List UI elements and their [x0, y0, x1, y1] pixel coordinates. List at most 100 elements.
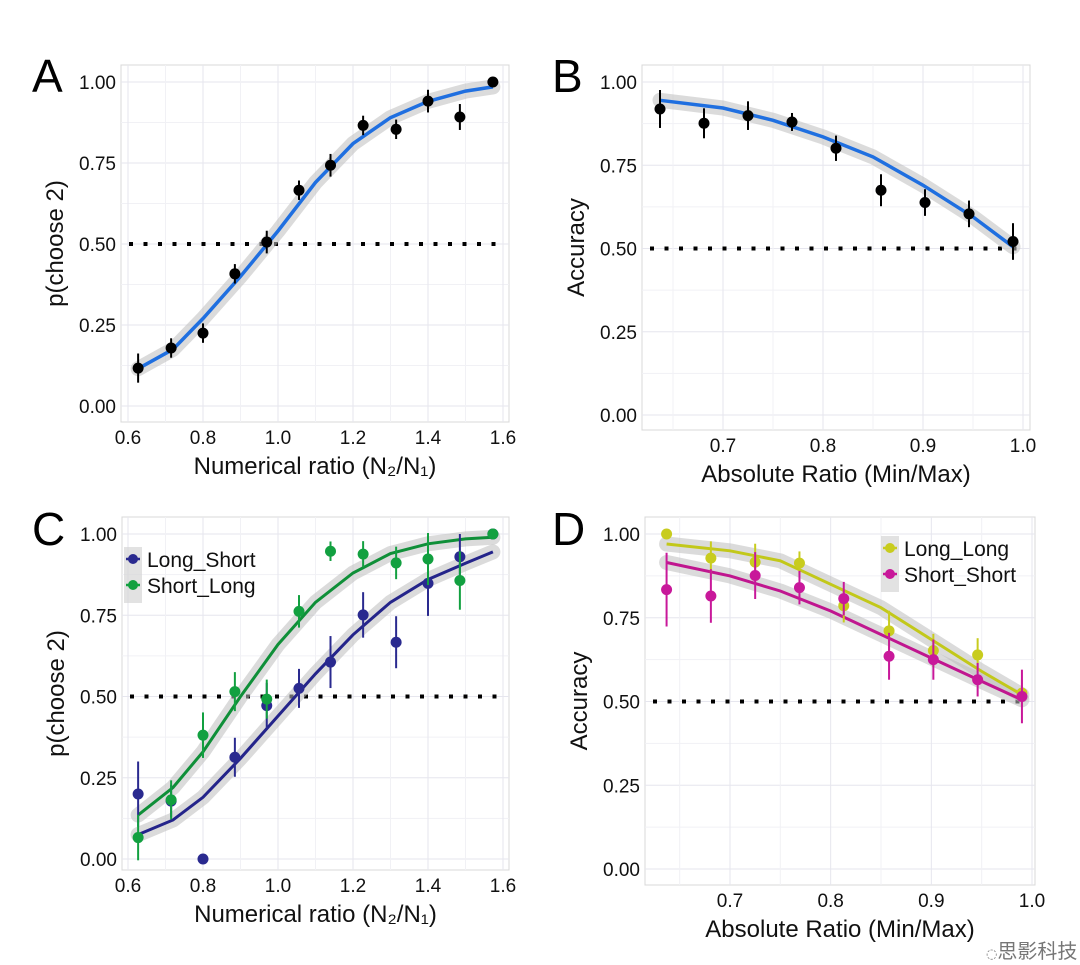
panel-c: 0.00 0.25 0.50 0.75 1.00 0.6 0.8 1.0 1.2 1.4 1.6 Nu… — [32, 503, 516, 928]
data-point — [422, 95, 434, 107]
data-point — [838, 593, 850, 605]
data-point — [786, 116, 798, 128]
data-point — [963, 208, 975, 220]
data-point — [293, 682, 305, 694]
fit-line-Long_Long — [666, 542, 1023, 697]
data-point — [197, 853, 209, 865]
data-point — [293, 605, 305, 617]
y-tick-label: 0.25 — [600, 323, 637, 344]
x-tick-label: 0.6 — [115, 428, 141, 449]
data-point — [357, 548, 369, 560]
legend-label: Long_Long — [904, 538, 1009, 561]
data-point — [229, 268, 241, 280]
data-point — [883, 625, 895, 637]
y-tick-label: 0.50 — [79, 235, 116, 256]
legend: Long_Short Short_Long — [124, 547, 256, 603]
data-point — [875, 184, 887, 196]
x-tick-label: 0.8 — [190, 428, 216, 449]
data-point — [883, 650, 895, 662]
y-tick-label: 0.25 — [603, 776, 640, 797]
data-point — [357, 119, 369, 131]
data-point — [454, 111, 466, 123]
legend-key-marker — [128, 580, 138, 590]
x-tick-label: 1.6 — [490, 428, 516, 449]
data-point — [325, 656, 336, 668]
data-point — [487, 528, 499, 540]
data-point — [197, 327, 209, 339]
data-point — [749, 570, 761, 582]
y-tick-label: 0.75 — [603, 609, 640, 630]
data-point — [261, 236, 273, 248]
data-point — [661, 528, 673, 540]
data-point — [357, 609, 369, 621]
x-axis-title: Numerical ratio (N₂/N₁) — [194, 453, 437, 480]
fit-line-Long_Short — [137, 550, 494, 836]
data-point — [132, 788, 144, 800]
y-tick-label: 0.75 — [600, 156, 637, 177]
data-point — [165, 794, 177, 806]
data-point — [1016, 690, 1028, 702]
y-tick-label: 0.75 — [79, 154, 116, 175]
x-tick-label: 0.9 — [918, 891, 944, 912]
data-point — [919, 197, 931, 209]
y-tick-label: 0.00 — [80, 850, 117, 871]
data-point — [325, 159, 336, 171]
x-tick-label: 0.8 — [190, 876, 216, 897]
legend-key-marker — [128, 554, 138, 564]
wechat-icon: ◌ — [986, 947, 998, 962]
fit-line-fit — [137, 85, 494, 371]
x-tick-label: 1.0 — [265, 428, 291, 449]
legend-key-marker — [885, 543, 895, 553]
y-axis-title: p(choose 2) — [43, 630, 70, 757]
panel-d: 0.00 0.25 0.50 0.75 1.00 0.7 0.8 0.9 1.0 Absolute… — [552, 503, 1045, 943]
data-point — [705, 590, 717, 602]
y-tick-label: 0.25 — [79, 316, 116, 337]
legend: Long_Long Short_Short — [881, 536, 1016, 592]
panel-letter: A — [32, 50, 63, 102]
data-point — [132, 362, 144, 374]
x-axis-title: Absolute Ratio (Min/Max) — [701, 461, 970, 488]
data-point — [197, 729, 209, 741]
y-tick-label: 0.00 — [603, 860, 640, 881]
y-tick-label: 1.00 — [80, 525, 117, 546]
x-tick-label: 0.6 — [115, 876, 141, 897]
panel-a: 0.00 0.25 0.50 0.75 1.00 0.6 0.8 1.0 1.2 1.4 1.6 Nu… — [32, 50, 516, 480]
y-tick-label: 0.50 — [600, 240, 637, 261]
data-point — [661, 584, 673, 596]
x-tick-label: 0.8 — [810, 436, 836, 457]
data-point — [390, 557, 402, 569]
data-point — [972, 649, 984, 661]
legend-label: Long_Short — [147, 549, 256, 572]
x-tick-label: 0.7 — [717, 891, 743, 912]
x-tick-label: 1.2 — [340, 876, 366, 897]
x-tick-label: 1.6 — [490, 876, 516, 897]
data-point — [390, 636, 402, 648]
y-tick-label: 1.00 — [79, 73, 116, 94]
data-point — [390, 123, 402, 135]
panel-letter: D — [552, 503, 585, 555]
y-tick-label: 0.00 — [600, 406, 637, 427]
data-point — [325, 545, 336, 557]
x-tick-label: 1.0 — [1019, 891, 1045, 912]
y-tick-label: 0.50 — [80, 688, 117, 709]
x-axis-title: Numerical ratio (N₂/N₁) — [194, 901, 437, 928]
data-point — [705, 552, 717, 564]
data-point — [793, 557, 805, 569]
data-point — [422, 553, 434, 565]
data-point — [229, 751, 241, 763]
data-point — [229, 686, 241, 698]
panel-b: 0.00 0.25 0.50 0.75 1.00 0.7 0.8 0.9 1.0 Absolute… — [552, 50, 1036, 488]
x-tick-label: 0.7 — [710, 436, 736, 457]
data-point — [654, 103, 666, 115]
x-tick-label: 1.2 — [340, 428, 366, 449]
data-point — [972, 674, 984, 686]
y-axis-title: Accuracy — [566, 652, 593, 751]
legend-label: Short_Long — [147, 575, 256, 598]
data-point — [1007, 236, 1019, 248]
y-tick-label: 0.50 — [603, 693, 640, 714]
x-tick-label: 1.0 — [1010, 436, 1036, 457]
data-point — [261, 693, 273, 705]
data-point — [927, 654, 939, 666]
y-tick-label: 0.25 — [80, 769, 117, 790]
